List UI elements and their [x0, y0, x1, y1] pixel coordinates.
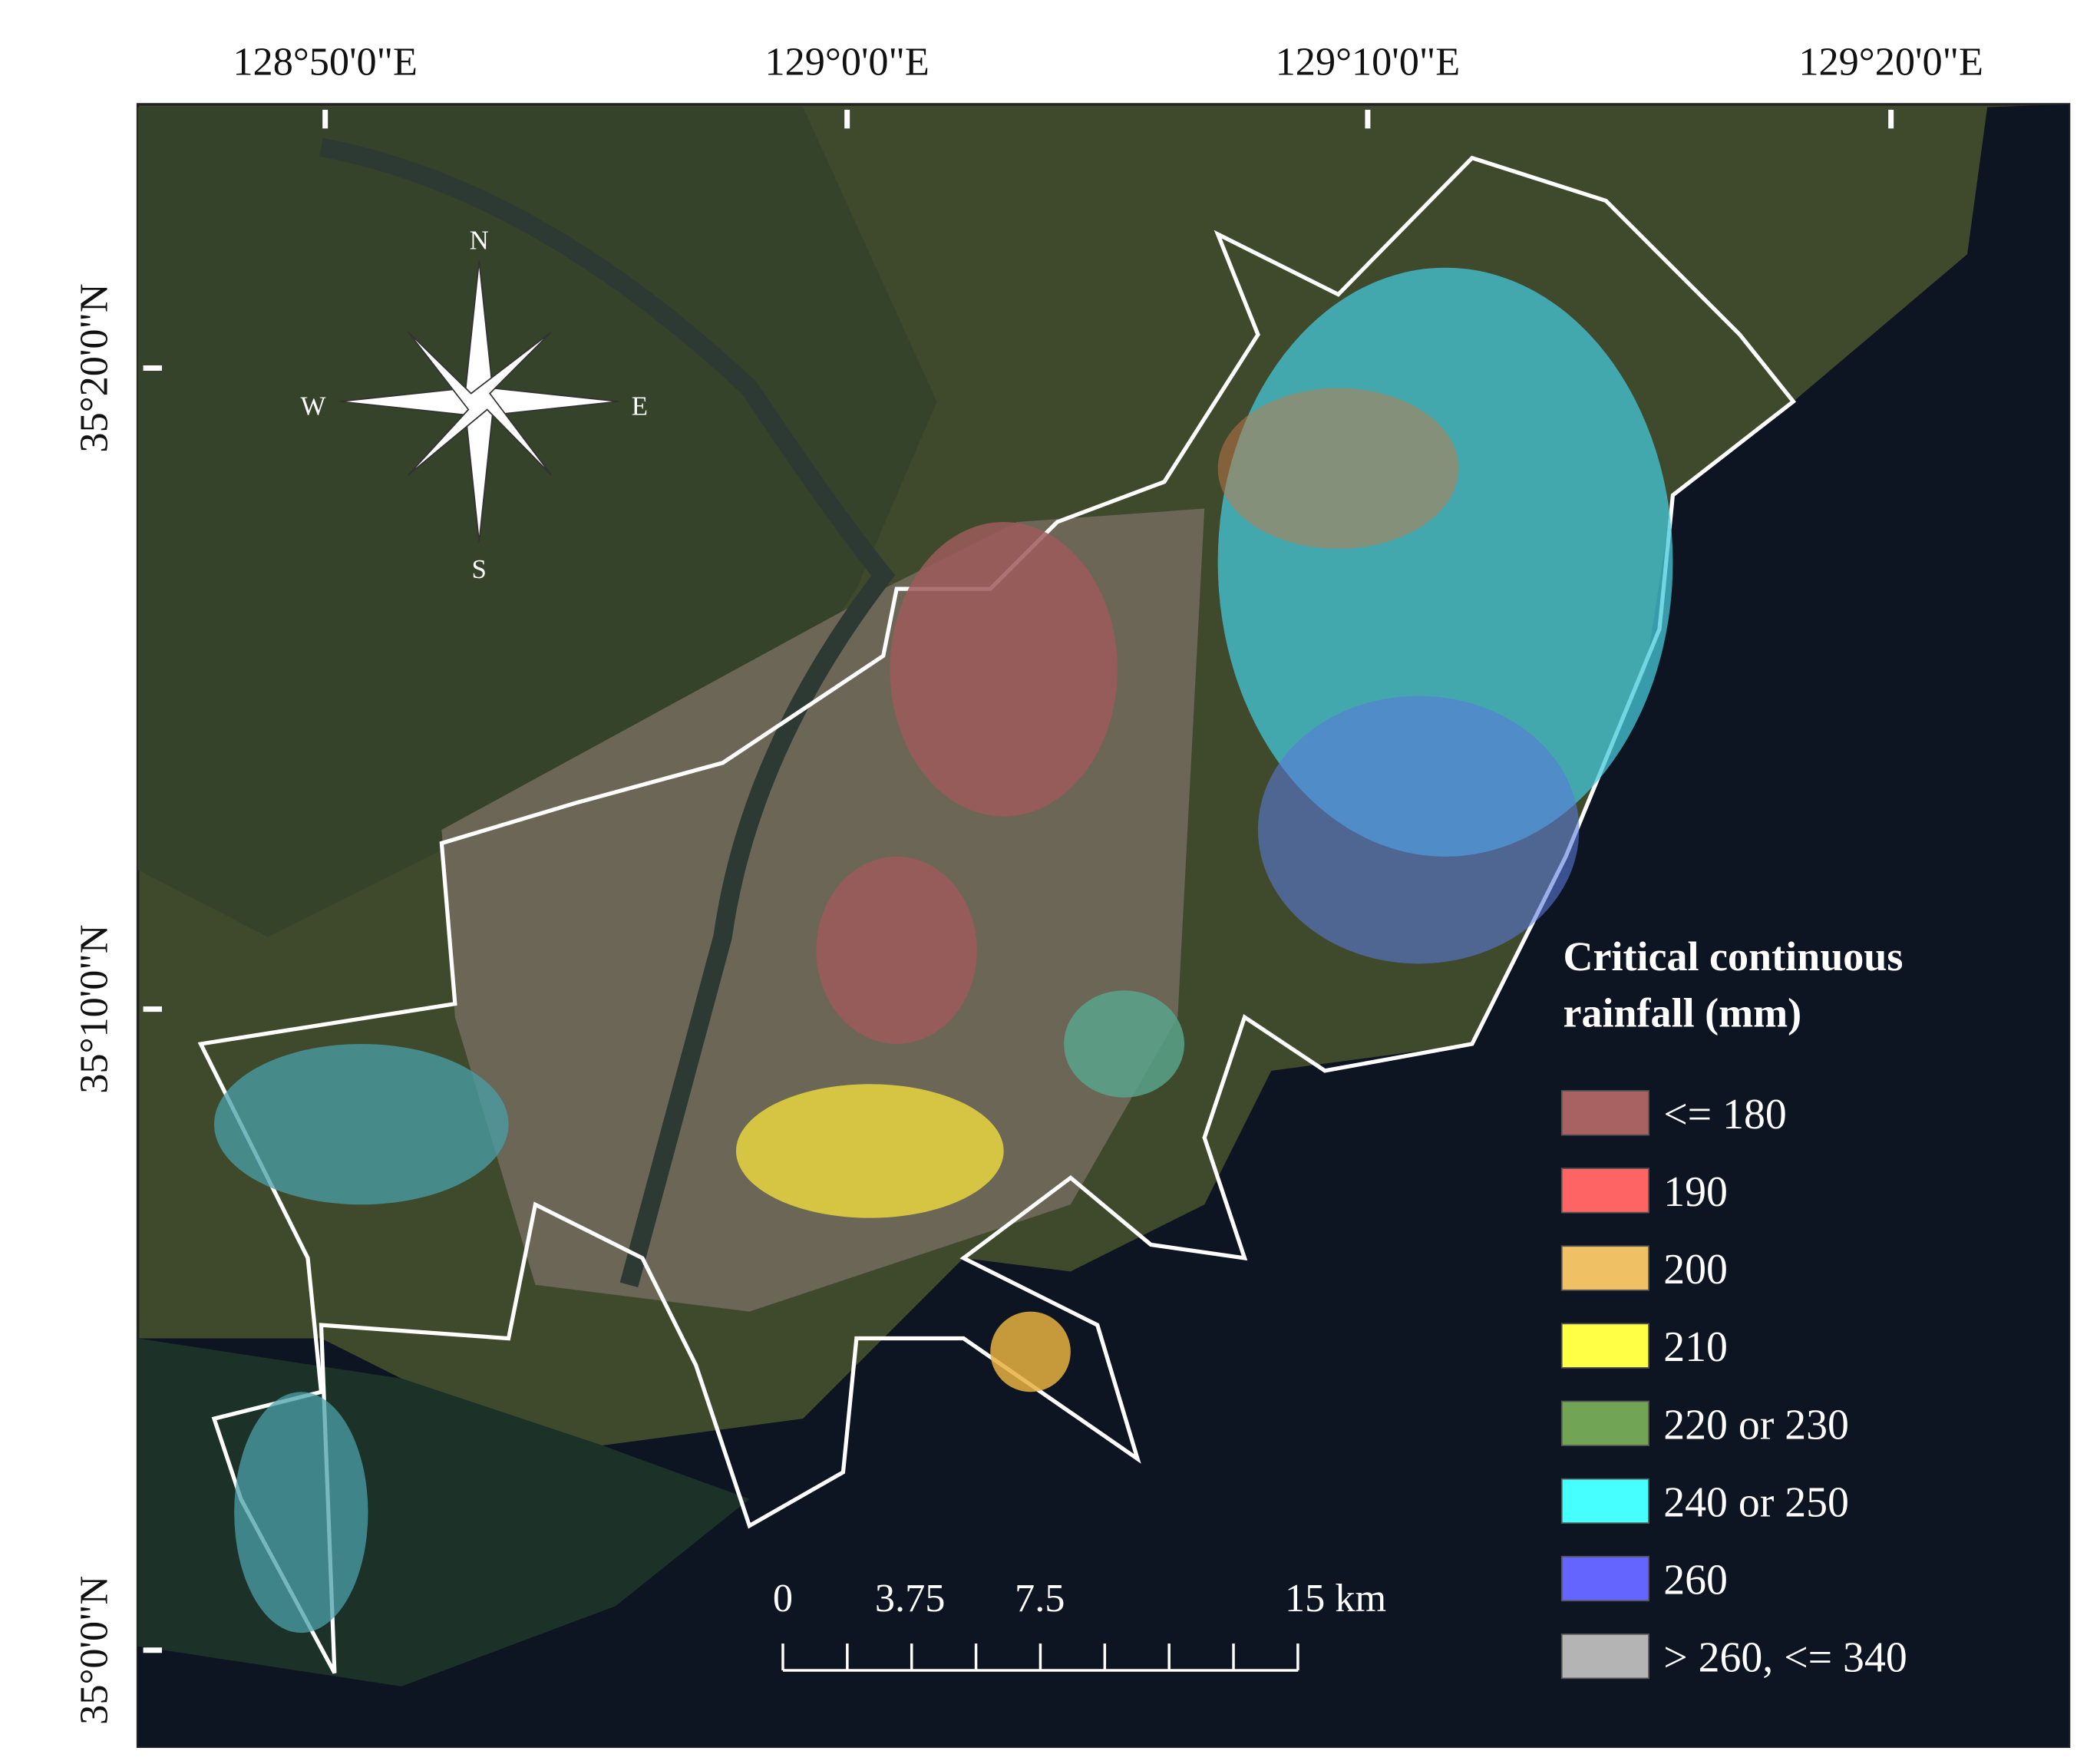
compass-rose: N S E W [301, 225, 649, 584]
map-frame: N S E W 0 3.75 7.5 15 km Critical continuou… [136, 103, 2071, 1749]
compass-star [408, 331, 553, 476]
scale-label: 15 km [1285, 1576, 1386, 1620]
raster-patch [890, 521, 1118, 817]
compass-south: S [472, 554, 487, 584]
legend-swatch [1560, 1400, 1649, 1446]
raster-patch [1257, 695, 1580, 964]
legend-label: 200 [1663, 1246, 1728, 1293]
scale-bar: 0 3.75 7.5 15 km [773, 1576, 1386, 1672]
latitude-label: 35°10'0"N [71, 925, 116, 1094]
legend-label: <= 180 [1663, 1091, 1787, 1138]
longitude-label: 129°10'0"E [1276, 40, 1461, 84]
legend-swatch [1560, 1478, 1649, 1525]
rainfall-raster [213, 267, 1673, 1634]
scale-label: 7.5 [1015, 1576, 1065, 1620]
latitude-label: 35°0'0"N [71, 1576, 116, 1725]
legend-swatch [1560, 1555, 1649, 1602]
compass-west: W [301, 391, 326, 421]
legend-swatch [1560, 1245, 1649, 1291]
legend-label: 190 [1663, 1168, 1728, 1216]
legend-title: rainfall (mm) [1563, 989, 1801, 1036]
longitude-label: 129°20'0"E [1798, 40, 1983, 84]
legend-label: > 260, <= 340 [1663, 1634, 1907, 1682]
legend-label: 260 [1663, 1557, 1728, 1604]
raster-patch [816, 856, 977, 1044]
legend-label: 240 or 250 [1663, 1478, 1849, 1526]
raster-patch [234, 1392, 368, 1634]
compass-east: E [632, 391, 648, 421]
longitude-label: 129°0'0"E [764, 40, 929, 84]
raster-patch [990, 1311, 1071, 1392]
raster-patch [1064, 990, 1185, 1098]
legend-swatch [1560, 1168, 1649, 1214]
longitude-label: 128°50'0"E [233, 40, 418, 84]
scale-label: 0 [773, 1576, 793, 1620]
raster-patch [1217, 388, 1459, 549]
latitude-label: 35°20'0"N [71, 283, 116, 452]
legend-swatch [1560, 1634, 1649, 1680]
river [319, 137, 896, 1288]
legend-swatch [1560, 1323, 1649, 1369]
legend-title: Critical continuous [1563, 933, 1903, 979]
legend-label: 220 or 230 [1663, 1401, 1849, 1449]
legend-swatch [1560, 1090, 1649, 1136]
legend-label: 210 [1663, 1323, 1728, 1371]
compass-north: N [470, 225, 489, 255]
scale-label: 3.75 [875, 1576, 946, 1620]
raster-patch [735, 1084, 1004, 1218]
raster-patch [213, 1043, 509, 1205]
